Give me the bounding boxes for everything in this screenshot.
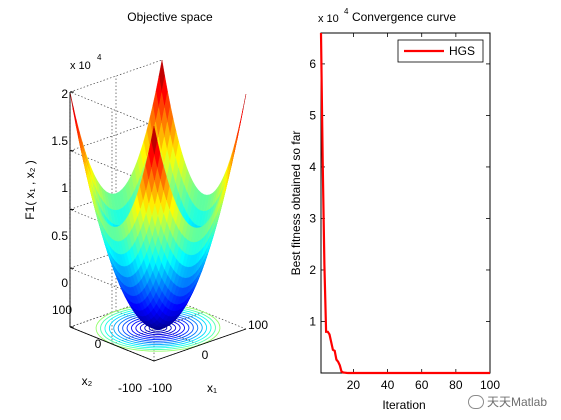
z-tick-label: 2 — [61, 87, 68, 101]
x1-axis-label: x₁ — [207, 381, 217, 395]
x-tick-label: 60 — [415, 378, 429, 392]
y-exponent: x 10 4 — [318, 7, 349, 25]
y-tick-label: 2 — [309, 263, 316, 277]
y-tick-label: 4 — [309, 160, 316, 174]
z-tick-label: 1.5 — [51, 134, 68, 148]
grid-line — [111, 311, 205, 345]
y-axis-label: Best fitness obtained so far — [289, 131, 303, 276]
x1-tick-label: 100 — [248, 318, 268, 332]
x-axis-ticks: 20 40 60 80 100 — [347, 33, 500, 392]
axis-line — [153, 328, 247, 362]
y-exponent-power: 4 — [344, 7, 349, 16]
y-tick-label: 5 — [309, 108, 316, 122]
grid-line — [161, 294, 247, 330]
watermark: 天天Matlab — [467, 393, 547, 410]
convergence-plot: Convergence curve x 10 4 1 2 3 4 5 6 20 40 60 80… — [289, 7, 500, 412]
surface-title: Objective space — [127, 10, 213, 24]
z-tick-label: 0 — [61, 276, 68, 290]
z-exponent-power: 4 — [97, 53, 102, 62]
x1-tick-label: -100 — [148, 381, 172, 395]
plot-area — [320, 32, 491, 374]
legend-label: HGS — [449, 44, 475, 58]
surface-patch — [150, 125, 158, 155]
objective-space-plot: Objective space 0 0.5 1 1.5 2 x 10 4 F1(… — [23, 10, 268, 395]
z-tick-label: 1 — [61, 181, 68, 195]
convergence-title: Convergence curve — [352, 10, 456, 24]
y-axis-ticks: 1 2 3 4 5 6 — [309, 57, 490, 328]
z-axis-label: F1( x₁ , x₂ ) — [23, 160, 37, 219]
y-tick-label: 1 — [309, 314, 316, 328]
z-exponent-base: x 10 — [70, 60, 91, 72]
axis-line — [69, 326, 155, 362]
grid-line — [115, 310, 201, 346]
z-exponent: x 10 4 — [70, 53, 102, 72]
surface-mesh — [69, 59, 247, 330]
x-axis-label: Iteration — [382, 398, 425, 412]
y-exponent-base: x 10 — [318, 13, 339, 25]
x-tick-label: 80 — [449, 378, 463, 392]
z-tick-label: 0.5 — [51, 229, 68, 243]
y-tick-label: 3 — [309, 211, 316, 225]
x1-tick-label: 0 — [202, 348, 209, 362]
x-tick-label: 40 — [381, 378, 395, 392]
watermark-text: 天天Matlab — [486, 395, 547, 409]
x2-axis-label: x₂ — [82, 374, 93, 388]
z-axis-ticklabels: 0 0.5 1 1.5 2 — [51, 87, 68, 290]
x-tick-label: 100 — [480, 378, 500, 392]
x2-tick-label: 100 — [52, 303, 72, 317]
x-tick-label: 20 — [347, 378, 361, 392]
x2-axis-ticklabels: -100 0 100 — [52, 303, 142, 395]
y-tick-label: 6 — [309, 57, 316, 71]
wechat-icon — [467, 394, 484, 409]
surface-axes — [69, 91, 247, 362]
x1-axis-ticklabels: -100 0 100 — [148, 318, 268, 395]
x2-tick-label: -100 — [118, 381, 142, 395]
x2-tick-label: 0 — [95, 337, 102, 351]
legend: HGS — [397, 39, 484, 63]
series-line-hgs — [319, 32, 490, 375]
